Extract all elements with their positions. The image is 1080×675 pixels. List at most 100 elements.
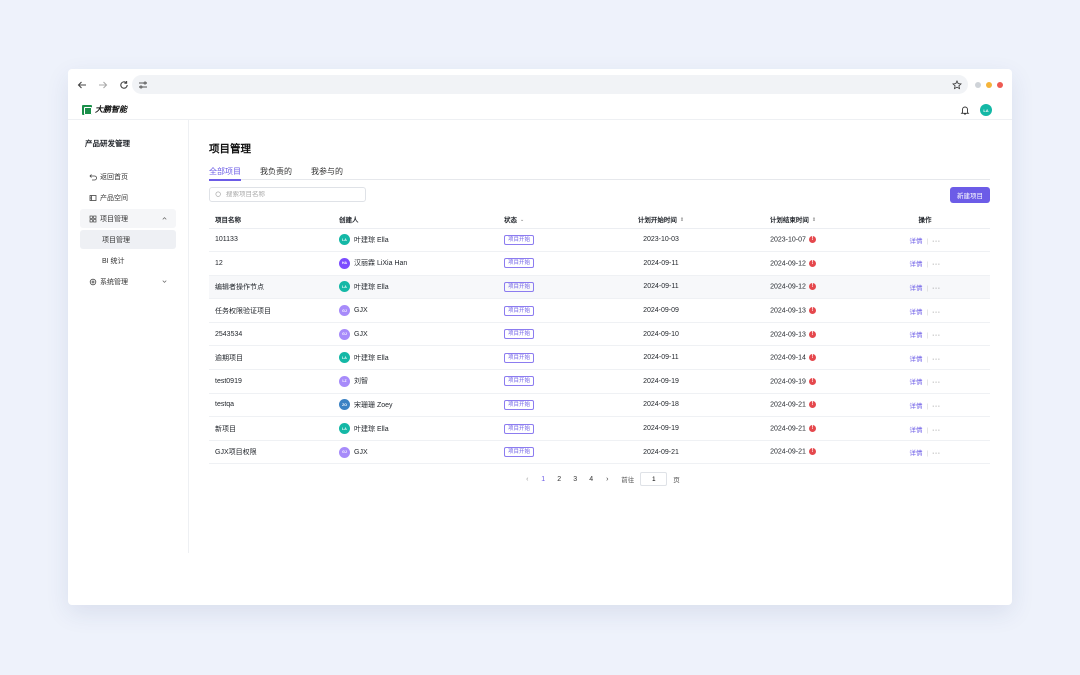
sort-icon[interactable]: ⇕: [679, 217, 685, 224]
sidebar-item-product-space[interactable]: 产品空间: [80, 188, 176, 207]
table-row[interactable]: 101133 LA 叶建琮 Ella 项目开始 2023-10-03 2023-10-07…: [209, 228, 990, 253]
detail-link[interactable]: 详情: [909, 355, 923, 363]
creator-cell: LA 叶建琮 Ella: [339, 275, 504, 300]
prev-page-icon[interactable]: ‹: [526, 475, 529, 483]
page-button[interactable]: 1: [541, 475, 546, 483]
table-row[interactable]: testqa ZO 宋珊珊 Zoey 项目开始 2024-09-18 2024-09-21…: [209, 393, 990, 418]
column-header-start[interactable]: 计划开始时间 ⇕: [596, 210, 726, 229]
status-cell: 项目开始: [504, 393, 596, 418]
end-date: 2024-09-21: [770, 425, 806, 433]
chevron-down-icon: [162, 280, 167, 283]
creator-cell: GJ GJX: [339, 440, 504, 465]
end-date: 2024-09-19: [770, 378, 806, 386]
more-icon[interactable]: ···: [932, 426, 941, 434]
more-icon[interactable]: ···: [932, 308, 941, 316]
creator-name: GJX: [354, 307, 368, 315]
sidebar-item-project-management[interactable]: 项目管理: [80, 209, 176, 228]
tab-all-projects[interactable]: 全部项目: [209, 166, 241, 181]
window-dot-maximize[interactable]: [986, 82, 992, 88]
detail-link[interactable]: 详情: [909, 308, 923, 316]
status-cell: 项目开始: [504, 228, 596, 253]
goto-page-input[interactable]: [640, 472, 668, 486]
detail-link[interactable]: 详情: [909, 261, 923, 269]
more-icon[interactable]: ···: [932, 261, 941, 269]
detail-link[interactable]: 详情: [909, 379, 923, 387]
avatar: LZ: [339, 375, 350, 387]
more-icon[interactable]: ···: [932, 284, 941, 292]
divider: |: [926, 356, 929, 363]
project-name: 101133: [209, 228, 339, 253]
sidebar-subitem-project-management[interactable]: 项目管理: [80, 230, 176, 249]
more-icon[interactable]: ···: [932, 450, 941, 458]
page-button[interactable]: 2: [557, 475, 562, 483]
forward-icon[interactable]: [95, 77, 111, 93]
table-row[interactable]: 12 HA 汉丽霖 LiXia Han 项目开始 2024-09-11 2024-09-1…: [209, 251, 990, 276]
detail-link[interactable]: 详情: [909, 450, 923, 458]
table-row[interactable]: 编辑者操作节点 LA 叶建琮 Ella 项目开始 2024-09-11 2024-09-1…: [209, 275, 990, 300]
end-date-cell: 2024-09-21!: [726, 393, 860, 418]
more-icon[interactable]: ···: [932, 379, 941, 387]
page-button[interactable]: 3: [573, 475, 578, 483]
next-page-icon[interactable]: ›: [606, 475, 609, 483]
user-avatar[interactable]: LA: [980, 104, 992, 116]
table-row[interactable]: 2543534 GJ GJX 项目开始 2024-09-10 2024-09-13! 详情 |…: [209, 322, 990, 347]
detail-link[interactable]: 详情: [909, 237, 923, 245]
back-icon[interactable]: [74, 77, 90, 93]
table-row[interactable]: 任务权限验证项目 GJ GJX 项目开始 2024-09-09 2024-09-13! 详情…: [209, 298, 990, 323]
address-bar[interactable]: [132, 75, 968, 94]
detail-link[interactable]: 详情: [909, 402, 923, 410]
divider: |: [926, 427, 929, 434]
bookmark-star-icon[interactable]: [952, 79, 962, 90]
table-row[interactable]: 逾期项目 LA 叶建琮 Ella 项目开始 2024-09-11 2024-09-14! 详…: [209, 345, 990, 371]
more-icon[interactable]: ···: [932, 355, 941, 363]
bell-icon[interactable]: [960, 105, 970, 115]
status-cell: 项目开始: [504, 322, 596, 347]
search-input[interactable]: [226, 191, 356, 198]
creator-name: 叶建琮 Ella: [354, 425, 389, 433]
table-row[interactable]: test0919 LZ 刘智 项目开始 2024-09-19 2024-09-19! 详情 |…: [209, 369, 990, 394]
status-badge: 项目开始: [504, 376, 535, 387]
sidebar-item-system-management[interactable]: 系统管理: [80, 272, 176, 291]
tab-my-responsible[interactable]: 我负责的: [260, 167, 292, 176]
project-name: 12: [209, 251, 339, 276]
end-date-cell: 2024-09-13!: [726, 298, 860, 323]
chevron-up-icon: [162, 217, 167, 220]
detail-link[interactable]: 详情: [909, 332, 923, 340]
table-row[interactable]: 新项目 LA 叶建琮 Ella 项目开始 2024-09-19 2024-09-21! 详情…: [209, 416, 990, 441]
more-icon[interactable]: ···: [932, 237, 941, 245]
overdue-warning-icon: !: [808, 354, 816, 362]
filter-chevron-icon[interactable]: ⌄: [520, 217, 525, 224]
actions-cell: 详情 | ···: [860, 440, 990, 465]
detail-link[interactable]: 详情: [909, 284, 923, 292]
page-button[interactable]: 4: [589, 475, 594, 483]
new-project-button[interactable]: 新建项目: [950, 187, 990, 203]
column-header-status[interactable]: 状态 ⌄: [504, 210, 596, 229]
site-settings-icon[interactable]: [138, 80, 148, 90]
detail-link[interactable]: 详情: [909, 426, 923, 434]
logo[interactable]: 大鹏智能: [82, 104, 127, 115]
table-row[interactable]: GJX项目权限 GJ GJX 项目开始 2024-09-21 2024-09-21! 详情 |…: [209, 440, 990, 465]
tab-my-participated[interactable]: 我参与的: [311, 167, 343, 176]
status-cell: 项目开始: [504, 345, 596, 371]
status-badge: 项目开始: [504, 423, 535, 434]
sort-icon[interactable]: ⇕: [811, 217, 817, 224]
window-dot-minimize[interactable]: [975, 82, 981, 88]
sidebar-item-home[interactable]: 返回首页: [80, 167, 176, 186]
pagination: ‹ 1 2 3 4 › 前往 页: [209, 472, 990, 486]
sidebar-subitem-bi-stats[interactable]: BI 统计: [102, 257, 125, 265]
end-date: 2024-09-21: [770, 448, 806, 456]
creator-name: 宋珊珊 Zoey: [354, 401, 393, 409]
project-name: 任务权限验证项目: [209, 298, 339, 323]
column-header-end[interactable]: 计划结束时间 ⇕: [726, 210, 860, 229]
goto-suffix: 页: [673, 477, 680, 484]
actions-cell: 详情 | ···: [860, 251, 990, 276]
end-date: 2024-09-13: [770, 307, 806, 315]
avatar: LA: [339, 234, 350, 246]
window-dot-close[interactable]: [997, 82, 1003, 88]
app-header: 大鹏智能 LA: [68, 100, 1012, 120]
sidebar: 产品研发管理 返回首页 产品空间 项目管理 项目管理 BI 统计 系统管理: [68, 120, 189, 553]
more-icon[interactable]: ···: [932, 332, 941, 340]
more-icon[interactable]: ···: [932, 402, 941, 410]
reload-icon[interactable]: [116, 77, 132, 93]
divider: |: [926, 380, 929, 387]
